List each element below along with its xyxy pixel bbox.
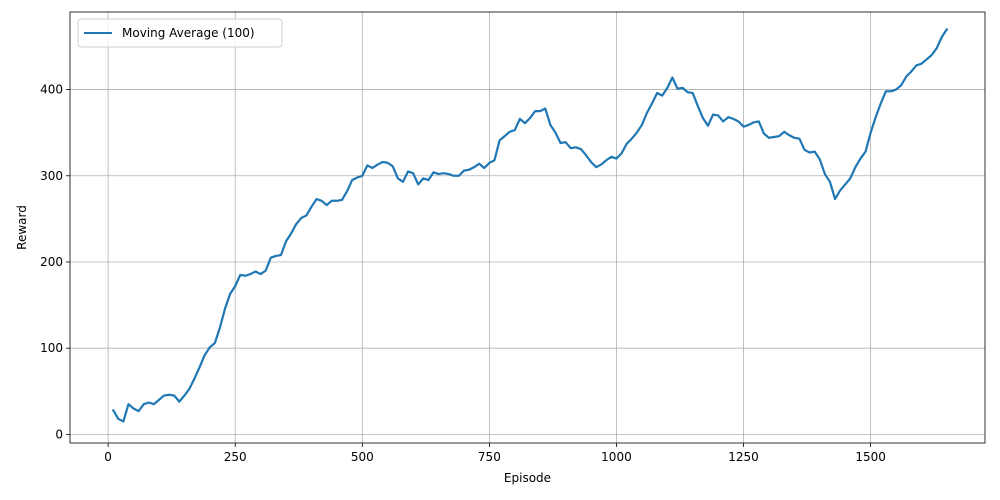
x-tick-label: 250 [224, 450, 247, 464]
grid-lines [70, 12, 985, 443]
y-tick-label: 200 [40, 255, 63, 269]
x-tick-label: 1250 [728, 450, 759, 464]
y-tick-label: 400 [40, 83, 63, 97]
x-tick-label: 0 [104, 450, 112, 464]
x-tick-label: 1500 [855, 450, 886, 464]
y-axis-ticks: 0 100 200 300 400 [40, 83, 70, 441]
x-axis-ticks: 0 250 500 750 1000 1250 1500 [104, 443, 886, 464]
series-line [112, 28, 948, 423]
legend-label: Moving Average (100) [122, 26, 255, 40]
axes-frame [69, 11, 986, 444]
y-tick-label: 0 [55, 427, 63, 441]
x-tick-label: 1000 [601, 450, 632, 464]
y-tick-label: 300 [40, 169, 63, 183]
x-tick-label: 750 [478, 450, 501, 464]
legend: Moving Average (100) [77, 18, 283, 48]
x-axis-label: Episode [504, 471, 551, 485]
x-tick-label: 500 [351, 450, 374, 464]
legend-box [77, 18, 283, 48]
y-axis-label: Reward [15, 205, 29, 250]
y-tick-label: 100 [40, 341, 63, 355]
plot-area [112, 28, 948, 423]
